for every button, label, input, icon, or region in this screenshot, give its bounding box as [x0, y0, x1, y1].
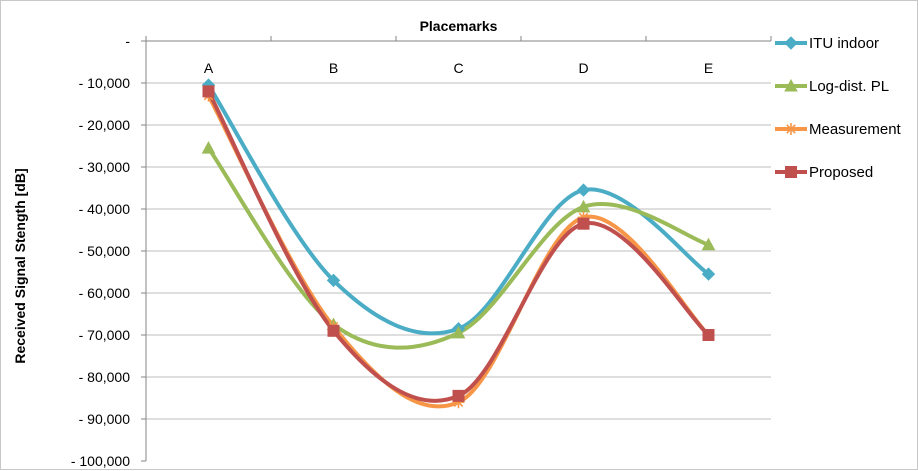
legend-label: Proposed: [809, 164, 873, 181]
legend-label: ITU indoor: [809, 35, 879, 52]
legend-entry: Log-dist. PL: [775, 78, 889, 95]
y-tick-label: - 10,000: [79, 75, 131, 91]
y-tick-label: - 60,000: [79, 285, 131, 301]
x-tick-label: A: [204, 60, 214, 76]
legend-label: Log-dist. PL: [809, 78, 889, 95]
legend-marker: [784, 36, 798, 50]
series-line-3: [206, 89, 711, 403]
data-point: [451, 325, 466, 339]
legend-marker: [785, 166, 797, 178]
data-point: [577, 217, 590, 230]
x-tick-label: C: [453, 60, 463, 76]
data-point: [702, 329, 715, 341]
y-axis-ticks: - - 10,000 - 20,000 - 30,000 - 40,000 - 50,00…: [71, 33, 147, 469]
y-tick-label: -: [125, 33, 130, 49]
x-tick-label: B: [329, 60, 338, 76]
data-point: [201, 141, 216, 154]
data-point: [327, 324, 340, 337]
data-point: [701, 237, 716, 251]
grid-lines: [146, 40, 771, 420]
y-tick-label: - 100,000: [71, 453, 130, 469]
y-axis-label: Received Signal Stength [dB]: [12, 168, 28, 363]
legend-entry: Measurement: [775, 121, 902, 138]
data-point: [326, 273, 341, 288]
legend-label: Measurement: [809, 121, 902, 138]
legend-entry: Proposed: [775, 164, 873, 181]
y-tick-label: - 30,000: [79, 159, 131, 175]
legend-marker: [784, 78, 798, 92]
y-tick-label: - 90,000: [79, 411, 131, 427]
series-markers: [201, 78, 716, 409]
x-axis-ticks: A B C D E: [145, 36, 772, 76]
marker-stroke: [786, 124, 796, 134]
data-point: [202, 85, 215, 98]
y-tick-label: - 80,000: [79, 369, 131, 385]
data-point: [452, 389, 465, 402]
y-tick-label: - 20,000: [79, 117, 131, 133]
legend: ITU indoor Log-dist. PL Measurement Propose…: [775, 35, 902, 181]
legend-marker: [785, 123, 797, 135]
legend-entry: ITU indoor: [775, 35, 879, 52]
data-point: [701, 267, 716, 281]
y-tick-label: - 40,000: [79, 201, 131, 217]
series-lines: [206, 83, 711, 409]
x-tick-label: E: [704, 60, 713, 76]
x-tick-label: D: [578, 60, 588, 76]
y-tick-label: - 70,000: [79, 327, 131, 343]
y-tick-label: - 50,000: [79, 243, 131, 259]
chart-title: Placemarks: [420, 18, 498, 34]
data-point: [576, 183, 591, 197]
